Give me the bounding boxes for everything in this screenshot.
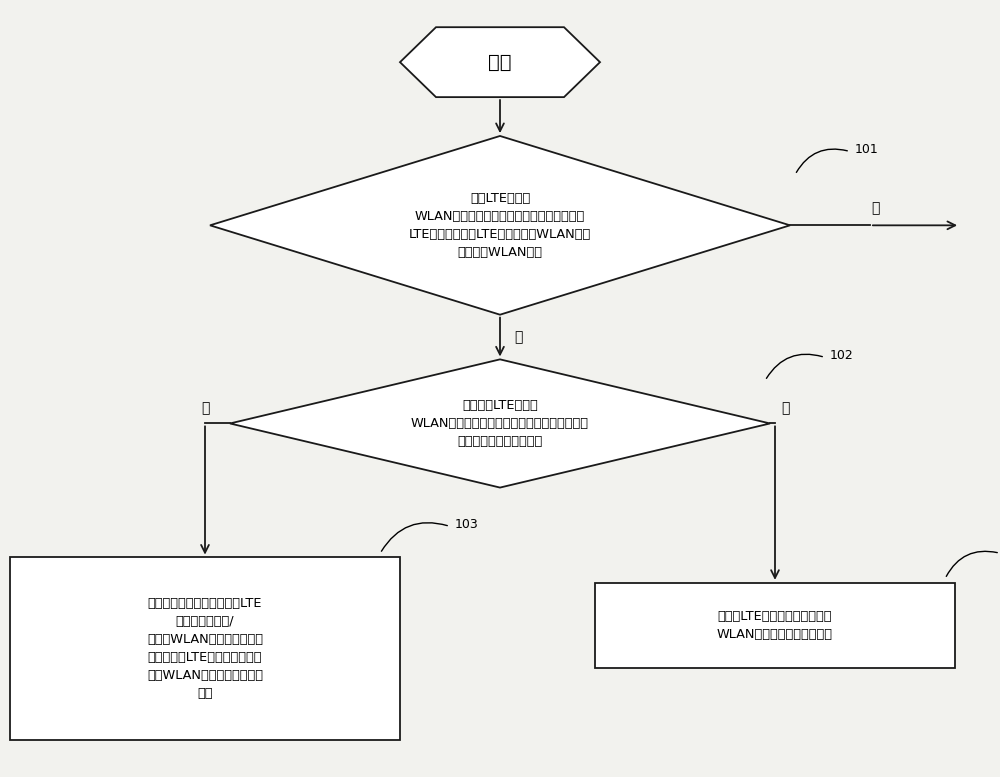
Polygon shape xyxy=(230,359,770,488)
Bar xyxy=(595,583,955,668)
Text: 将所述LTE天线的谐振点与所述
WLAN天线的谐振点维持不变: 将所述LTE天线的谐振点与所述 WLAN天线的谐振点维持不变 xyxy=(717,610,833,641)
Bar xyxy=(10,558,400,740)
Text: 判断LTE天线与
WLAN天线之间是否存在共存互扰，其中所述
LTE天线用于传输LTE信号，所述WLAN天线
用于传输WLAN信号: 判断LTE天线与 WLAN天线之间是否存在共存互扰，其中所述 LTE天线用于传输… xyxy=(409,192,591,259)
Polygon shape xyxy=(400,27,600,97)
Text: 开始: 开始 xyxy=(488,53,512,71)
Text: 是: 是 xyxy=(514,330,522,344)
Text: 103: 103 xyxy=(455,518,479,531)
Text: 否: 否 xyxy=(781,401,789,415)
Text: 根据预设调整策略调整所述LTE
天线的谐振点和/
或所述WLAN天线的谐振点，
以使得所述LTE天线的谐振点与
所述WLAN天线的谐振点相互
远离: 根据预设调整策略调整所述LTE 天线的谐振点和/ 或所述WLAN天线的谐振点， … xyxy=(147,598,263,700)
Text: 否: 否 xyxy=(871,201,879,215)
Text: 102: 102 xyxy=(830,349,854,361)
Polygon shape xyxy=(210,136,790,315)
Text: 是: 是 xyxy=(201,401,209,415)
Text: 检测所述LTE天线与
WLAN天线在同一时段内是否存在一方发射信号
且另一方接收信号的情形: 检测所述LTE天线与 WLAN天线在同一时段内是否存在一方发射信号 且另一方接收… xyxy=(411,399,589,448)
Text: 101: 101 xyxy=(855,143,879,155)
